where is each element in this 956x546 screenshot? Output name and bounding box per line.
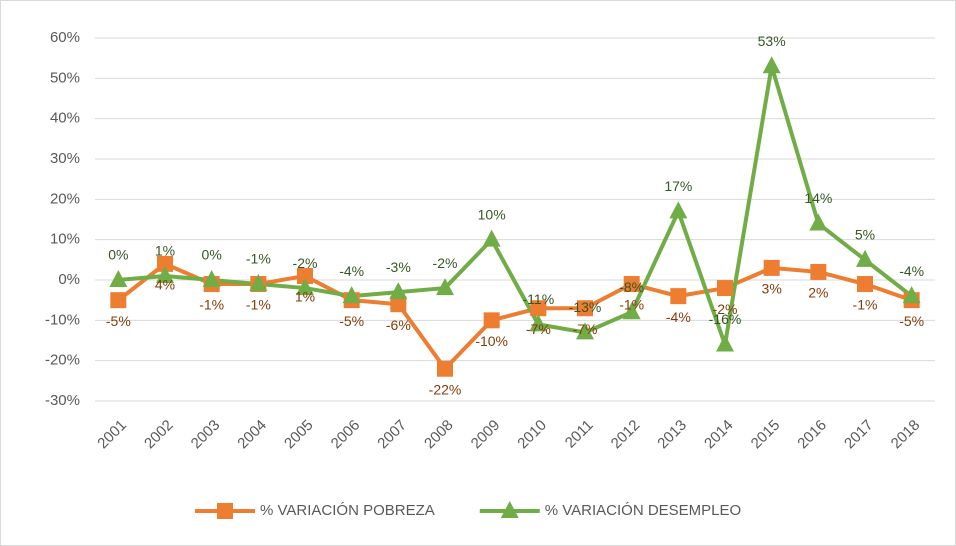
data-label: -1% bbox=[199, 297, 224, 313]
data-label: -4% bbox=[339, 263, 364, 279]
data-label: 14% bbox=[804, 190, 832, 206]
point-marker bbox=[669, 201, 688, 219]
y-tick-label: 30% bbox=[50, 150, 80, 167]
legend-item: % VARIACIÓN POBREZA bbox=[195, 502, 435, 519]
data-label: -3% bbox=[386, 259, 411, 275]
data-label: 0% bbox=[202, 247, 222, 263]
legend-label: % VARIACIÓN POBREZA bbox=[260, 502, 435, 519]
point-marker bbox=[529, 314, 548, 332]
data-label: -7% bbox=[573, 321, 598, 337]
point-marker bbox=[437, 360, 453, 377]
y-tick-label: 40% bbox=[50, 110, 80, 127]
legend-marker bbox=[217, 503, 233, 519]
point-marker bbox=[342, 286, 361, 304]
point-marker bbox=[809, 213, 828, 231]
point-marker bbox=[202, 270, 221, 287]
point-marker bbox=[297, 267, 313, 284]
point-marker bbox=[716, 334, 734, 352]
data-label: 1% bbox=[295, 289, 315, 305]
y-tick-label: 50% bbox=[50, 69, 80, 86]
y-tick-label: 0% bbox=[58, 271, 80, 288]
data-label: -5% bbox=[899, 313, 924, 329]
data-label: -2% bbox=[713, 301, 738, 317]
point-marker bbox=[577, 300, 593, 317]
data-label: -22% bbox=[429, 381, 462, 397]
data-label: 10% bbox=[478, 206, 506, 222]
point-marker bbox=[670, 288, 687, 305]
y-tick-label: 60% bbox=[50, 29, 80, 46]
data-label: 4% bbox=[155, 277, 175, 293]
y-tick-label: 20% bbox=[50, 190, 80, 207]
point-marker bbox=[249, 274, 268, 292]
point-marker bbox=[762, 56, 781, 74]
data-label: 0% bbox=[108, 247, 128, 263]
data-label: -2% bbox=[293, 255, 318, 271]
point-marker bbox=[856, 249, 874, 267]
y-tick-label: -10% bbox=[45, 311, 80, 328]
point-marker bbox=[389, 282, 408, 300]
data-label: 5% bbox=[855, 227, 875, 243]
legend-label: % VARIACIÓN DESEMPLEO bbox=[545, 502, 741, 519]
data-label: 17% bbox=[664, 178, 692, 194]
point-marker bbox=[109, 270, 128, 287]
point-marker bbox=[156, 265, 174, 283]
data-label: -1% bbox=[246, 251, 271, 267]
data-label: 3% bbox=[762, 281, 782, 297]
data-label: -5% bbox=[106, 313, 131, 329]
data-label: 1% bbox=[155, 243, 175, 259]
point-marker bbox=[157, 255, 173, 272]
point-marker bbox=[390, 296, 407, 313]
point-marker bbox=[530, 300, 547, 317]
data-label: -7% bbox=[526, 321, 551, 337]
legend-marker bbox=[500, 501, 519, 518]
point-marker bbox=[110, 292, 127, 309]
data-label: -2% bbox=[433, 255, 458, 271]
data-label: -11% bbox=[523, 291, 555, 307]
point-marker bbox=[576, 322, 594, 340]
point-marker bbox=[296, 278, 314, 296]
data-label: -6% bbox=[386, 317, 411, 333]
point-marker bbox=[717, 280, 733, 297]
data-label: -1% bbox=[853, 297, 878, 313]
data-label: -13% bbox=[569, 299, 602, 315]
point-marker bbox=[482, 229, 501, 247]
point-marker bbox=[857, 276, 873, 293]
data-label: -8% bbox=[619, 279, 644, 295]
point-marker bbox=[483, 312, 500, 329]
point-marker bbox=[622, 302, 641, 320]
data-label: -4% bbox=[666, 309, 691, 325]
point-marker bbox=[810, 263, 827, 280]
data-label: -1% bbox=[619, 297, 644, 313]
point-marker bbox=[436, 278, 454, 296]
point-marker bbox=[623, 276, 640, 293]
y-tick-label: -20% bbox=[45, 352, 80, 369]
data-label: -10% bbox=[475, 333, 508, 349]
point-marker bbox=[763, 259, 780, 276]
data-label: -4% bbox=[899, 263, 924, 279]
legend-item: % VARIACIÓN DESEMPLEO bbox=[479, 501, 741, 519]
data-label: -5% bbox=[339, 313, 364, 329]
data-label: 53% bbox=[758, 33, 786, 49]
data-label: 2% bbox=[808, 285, 828, 301]
data-label: -16% bbox=[709, 311, 742, 327]
y-tick-label: 10% bbox=[50, 231, 80, 248]
data-label: -1% bbox=[246, 297, 271, 313]
point-marker bbox=[902, 286, 921, 304]
y-tick-label: -30% bbox=[45, 392, 80, 409]
